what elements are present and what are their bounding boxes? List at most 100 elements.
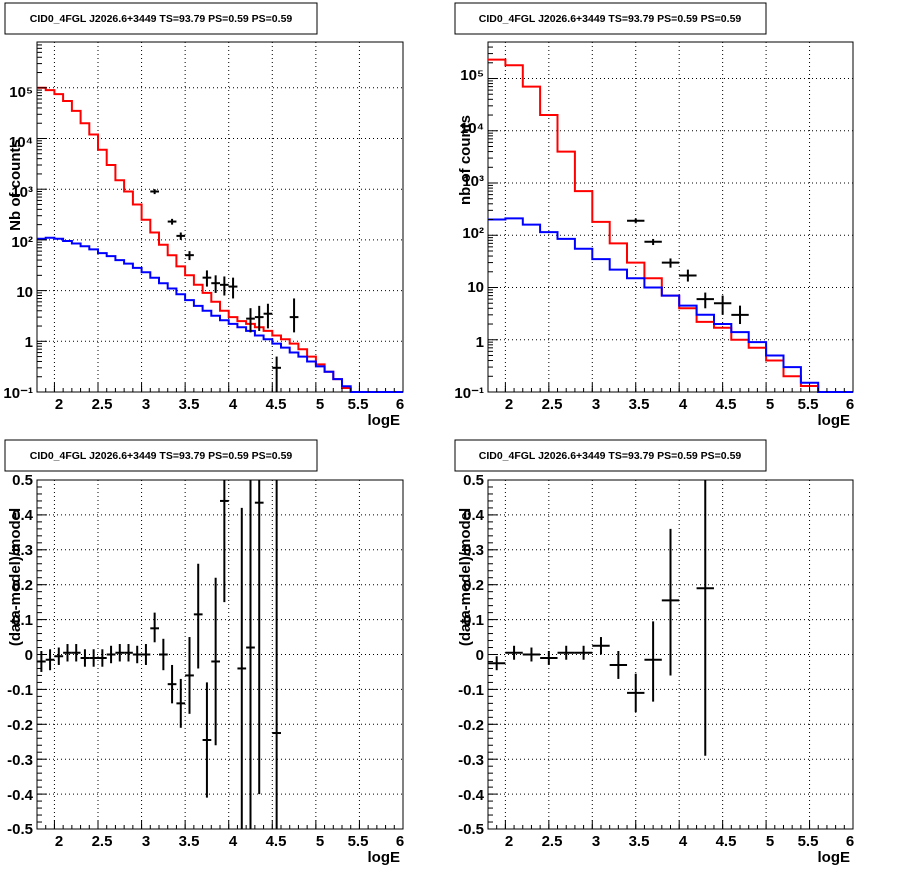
data-point [141, 644, 151, 665]
data-layer [488, 480, 714, 756]
data-point [89, 649, 98, 667]
data-point [115, 644, 125, 662]
y-tick-labels: 10 1 10² 10³ 10⁴ 10⁵ 10⁻¹ [3, 84, 33, 402]
y-tick-labels: 0.5 0.4 0.3 0.2 0.1 0 -0.1 -0.2 -0.3 -0.… [458, 472, 485, 838]
x-tick-label: 3.5 [179, 396, 200, 413]
y-tick-label: 0.4 [463, 507, 485, 524]
x-tick-labels: 2 2.5 3 3.5 4 4.5 5 5.5 6 [505, 396, 854, 413]
y-tick-label: -0.2 [7, 717, 33, 734]
y-tick-label: 10 [467, 279, 484, 296]
data-point [211, 275, 220, 293]
x-tick-label: 4 [679, 396, 688, 413]
x-tick-label: 2 [505, 396, 513, 413]
data-point [254, 480, 264, 795]
y-axis-title: (data-model)/model [7, 508, 24, 646]
data-point [220, 480, 229, 603]
y-tick-label: 10⁻¹ [3, 385, 33, 402]
counts-panel-right: CID0_4FGL J2026.6+3449 TS=93.79 PS=0.59 … [454, 2, 854, 429]
data-point [176, 232, 186, 240]
data-point [679, 269, 697, 282]
x-tick-label: 3 [592, 396, 600, 413]
title-box [454, 439, 767, 472]
data-point [522, 647, 541, 662]
data-point [185, 637, 194, 714]
data-point [289, 298, 299, 333]
x-tick-label: 5.5 [348, 833, 369, 850]
y-tick-label: -0.5 [458, 821, 484, 838]
x-tick-label: 6 [396, 833, 404, 850]
x-tick-label: 5 [766, 396, 774, 413]
x-tick-label: 4.5 [266, 396, 287, 413]
y-tick-label: 0.4 [12, 507, 34, 524]
model-histogram-line [37, 86, 403, 393]
data-point [150, 612, 159, 643]
data-point [661, 258, 680, 268]
x-tick-label: 4.5 [716, 833, 737, 850]
data-point [731, 305, 749, 325]
tick-marks [488, 479, 854, 830]
plot-title: CID0_4FGL J2026.6+3449 TS=93.79 PS=0.59 … [30, 450, 293, 462]
tick-marks [488, 41, 854, 393]
y-tick-label: -0.3 [458, 752, 484, 769]
plot-frame [487, 41, 854, 393]
data-point [644, 621, 662, 702]
y-tick-label: 10⁵ [460, 67, 484, 84]
data-point [713, 295, 732, 315]
data-point [246, 308, 255, 333]
data-point [540, 651, 558, 665]
data-point [80, 649, 90, 667]
y-tick-label: 0.1 [463, 612, 484, 629]
y-tick-label: -0.5 [7, 821, 33, 838]
y-tick-label: 10⁴ [460, 120, 484, 137]
y-tick-label: 10⁴ [9, 134, 33, 151]
x-tick-label: 3.5 [179, 833, 200, 850]
x-tick-labels: 2 2.5 3 3.5 4 4.5 5 5.5 6 [55, 396, 404, 413]
data-point [237, 507, 247, 829]
x-tick-label: 4.5 [266, 833, 287, 850]
x-tick-labels: 2 2.5 3 3.5 4 4.5 5 5.5 6 [55, 833, 404, 850]
data-point [124, 644, 133, 662]
y-tick-label: -0.2 [458, 717, 484, 734]
y-tick-label: -0.3 [7, 752, 33, 769]
x-tick-label: 5.5 [798, 833, 819, 850]
x-tick-label: 6 [396, 396, 404, 413]
data-layer [37, 86, 403, 393]
data-point [159, 638, 168, 671]
y-tick-label: 0.5 [12, 472, 33, 489]
data-point [263, 303, 273, 329]
data-point [228, 277, 238, 299]
x-tick-label: 5.5 [798, 396, 819, 413]
title-box [454, 2, 767, 35]
y-tick-label: 10³ [462, 173, 484, 190]
x-tick-label: 3 [592, 833, 600, 850]
x-tick-label: 2.5 [92, 396, 113, 413]
data-point [272, 356, 281, 392]
x-tick-label: 3 [142, 833, 150, 850]
y-tick-label: 0.2 [463, 577, 484, 594]
x-tick-label: 6 [846, 396, 854, 413]
data-point [696, 292, 714, 309]
y-tick-label: -0.1 [7, 682, 33, 699]
y-tick-label: 1 [25, 334, 33, 351]
x-tick-label: 3.5 [629, 833, 650, 850]
data-point [132, 645, 142, 664]
y-tick-label: 0.1 [12, 612, 33, 629]
residual-panel-left: CID0_4FGL J2026.6+3449 TS=93.79 PS=0.59 … [4, 439, 404, 866]
grid [37, 480, 404, 829]
x-tick-label: 3 [142, 396, 150, 413]
data-point [71, 644, 81, 662]
x-tick-label: 2 [55, 396, 63, 413]
x-tick-label: 4.5 [716, 396, 737, 413]
data-point [45, 649, 55, 671]
model-histogram-line [488, 217, 853, 393]
data-layer [37, 480, 281, 829]
data-point [167, 218, 177, 225]
x-tick-label: 3.5 [629, 396, 650, 413]
data-point [488, 656, 506, 671]
x-tick-label: 4 [229, 396, 238, 413]
x-tick-label: 2 [505, 833, 513, 850]
x-tick-label: 4 [679, 833, 688, 850]
y-tick-labels: 10 1 10² 10³ 10⁴ 10⁵ 10⁻¹ [454, 67, 484, 402]
data-point [98, 649, 107, 667]
data-point [627, 673, 645, 713]
